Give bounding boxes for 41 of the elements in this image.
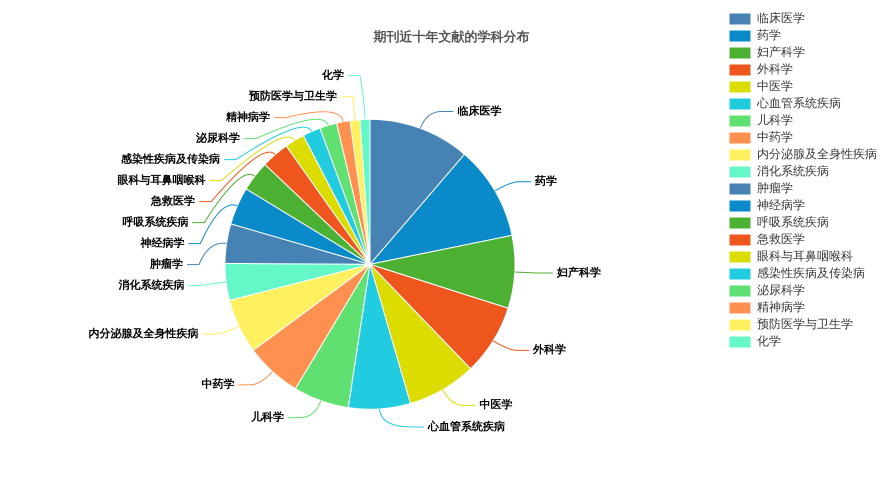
slice-label: 精神病学 (225, 110, 270, 124)
legend-label: 肿瘤学 (757, 181, 793, 196)
legend-label: 外科学 (757, 62, 793, 76)
slice-label: 中医学 (479, 398, 512, 412)
slice-label: 药学 (534, 174, 558, 188)
legend-label: 眼科与耳鼻咽喉科 (757, 249, 853, 264)
slice-label: 心血管系统疾病 (426, 420, 505, 433)
legend-label: 中药学 (757, 130, 793, 144)
legend-label: 感染性疾病及传染病 (757, 266, 865, 280)
slice-label: 预防医学与卫生学 (248, 89, 338, 102)
slice-label: 儿科学 (250, 410, 284, 424)
legend-label: 药学 (757, 28, 781, 42)
legend-label: 精神病学 (757, 300, 805, 314)
legend-label: 消化系统疾病 (757, 164, 829, 178)
slice-label: 中药学 (201, 378, 234, 391)
slice-label: 外科学 (532, 343, 566, 356)
slice-label: 呼吸系统疾病 (122, 215, 188, 228)
legend-label: 妇产科学 (757, 45, 805, 60)
slice-label: 眼科与耳鼻咽喉科 (117, 173, 206, 186)
legend-label: 神经病学 (757, 198, 805, 212)
slice-label: 急救医学 (150, 194, 196, 208)
legend-label: 儿科学 (757, 113, 793, 128)
legend-label: 临床医学 (757, 11, 805, 26)
legend-label: 急救医学 (756, 232, 805, 246)
slice-label: 肿瘤学 (149, 257, 183, 270)
legend-label: 泌尿科学 (757, 283, 805, 298)
slice-label: 神经病学 (139, 236, 184, 250)
slice-label: 消化系统疾病 (117, 278, 184, 292)
slice-label: 临床医学 (457, 104, 502, 118)
legend-label: 呼吸系统疾病 (757, 215, 829, 230)
slice-label: 化学 (321, 68, 344, 82)
slice-label: 妇产科学 (556, 266, 601, 279)
legend-label: 化学 (757, 334, 781, 348)
slice-label: 内分泌腺及全身性疾病 (88, 327, 198, 340)
legend-label: 内分泌腺及全身性疾病 (757, 147, 877, 162)
slice-label: 泌尿科学 (195, 131, 240, 144)
text: 期刊近十年文献的学科分布 (372, 29, 530, 46)
legend-label: 心血管系统疾病 (756, 96, 841, 110)
legend-label: 中医学 (757, 79, 793, 94)
slice-label: 感染性疾病及传染病 (120, 152, 220, 166)
legend-label: 预防医学与卫生学 (757, 317, 853, 332)
